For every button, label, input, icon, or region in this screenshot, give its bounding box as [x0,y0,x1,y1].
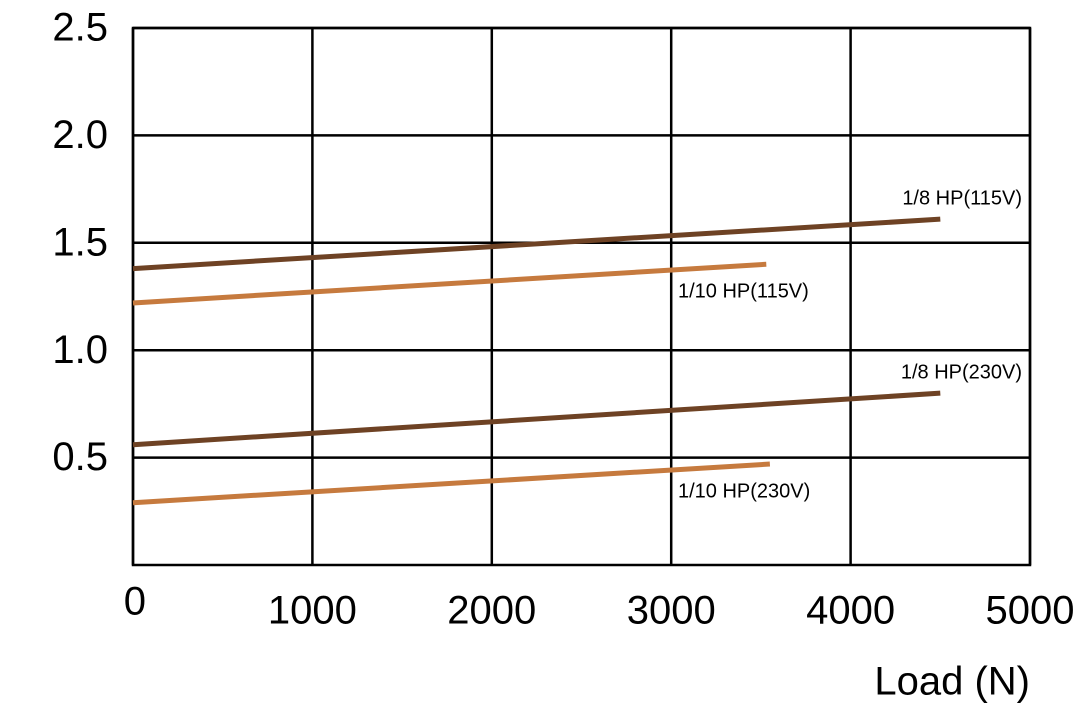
series-line [132,461,771,506]
x-tick-label: 0 [124,580,146,624]
series-label: 1/8 HP(115V) [902,187,1022,209]
x-axis-label: Load (N) [874,660,1030,704]
series-label: 1/10 HP(115V) [678,281,809,303]
x-tick-label: 3000 [627,589,716,633]
series-line [132,261,767,306]
series-label: 1/10 HP(230V) [678,480,810,502]
y-tick-label: 0.5 [52,435,108,479]
series-label: 1/8 HP(230V) [901,361,1022,383]
x-tick-label: 5000 [986,589,1075,633]
y-tick-label: 2.5 [52,6,108,50]
y-tick-label: 2.0 [52,113,108,157]
y-tick-label: 1.5 [52,220,108,264]
x-tick-label: 1000 [268,589,357,633]
x-tick-label: 4000 [806,589,895,633]
y-tick-label: 1.0 [52,328,108,372]
x-tick-label: 2000 [447,589,536,633]
series-line [132,216,941,272]
series-line [132,390,941,448]
plot-frame [131,26,1032,567]
